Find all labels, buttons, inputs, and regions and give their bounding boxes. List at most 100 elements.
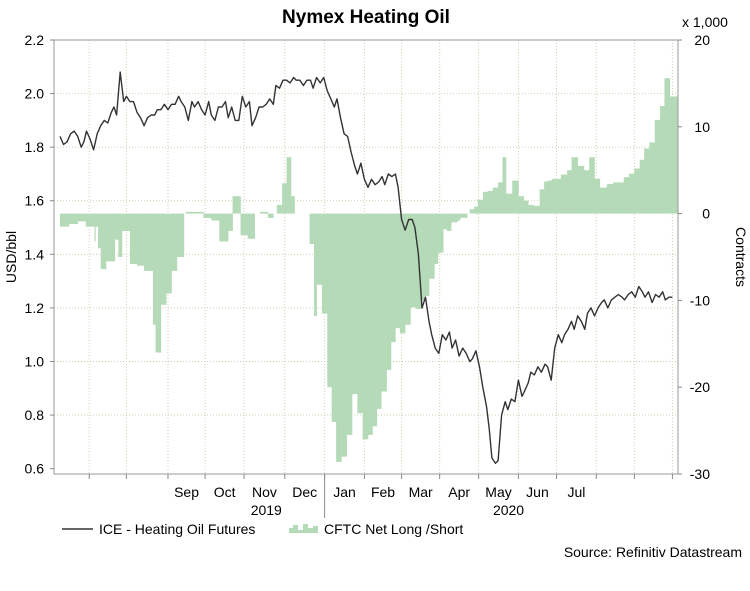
right-axis-label: Contracts xyxy=(733,227,749,287)
cftc-bar xyxy=(429,213,435,279)
month-label: Jun xyxy=(526,484,549,500)
left-tick-label: 2.0 xyxy=(25,86,45,102)
cftc-bar xyxy=(290,196,295,214)
cftc-bar xyxy=(557,178,562,214)
cftc-bar xyxy=(144,213,154,271)
chart-title: Nymex Heating Oil xyxy=(282,7,450,28)
left-tick-label: 1.0 xyxy=(25,353,45,369)
cftc-bar xyxy=(106,213,116,262)
left-tick-label: 1.6 xyxy=(25,193,45,209)
cftc-bar xyxy=(405,213,411,325)
cftc-bars xyxy=(60,78,679,462)
year-label: 2019 xyxy=(251,502,282,518)
month-label: Oct xyxy=(214,484,236,500)
cftc-bar xyxy=(211,213,220,221)
left-tick-label: 1.2 xyxy=(25,300,45,316)
grid-lines xyxy=(54,40,678,474)
cftc-bar xyxy=(443,213,448,230)
cftc-bar xyxy=(477,199,484,214)
cftc-bar xyxy=(567,170,572,214)
cftc-bar xyxy=(654,119,661,214)
cftc-bar xyxy=(434,213,439,264)
left-axis-label: USD/bbl xyxy=(3,231,19,283)
cftc-bar xyxy=(129,213,138,264)
cftc-bar xyxy=(533,205,540,214)
cftc-bar xyxy=(410,213,417,308)
cftc-bar xyxy=(77,213,86,222)
cftc-bar xyxy=(589,157,595,214)
right-multiplier-label: x 1,000 xyxy=(682,14,728,30)
cftc-bar xyxy=(386,213,392,370)
x-axis-ticks: Sep Oct Nov Dec Jan Feb Mar Apr May Jun Jul 2019 202… xyxy=(88,474,673,518)
cftc-bar xyxy=(523,200,529,214)
right-tick-label: -20 xyxy=(690,379,710,395)
cftc-bar xyxy=(136,213,145,266)
month-label: Jul xyxy=(567,484,585,500)
cftc-bar xyxy=(539,189,545,214)
cftc-bar xyxy=(362,213,369,440)
cftc-bar xyxy=(457,213,461,221)
left-tick-label: 1.8 xyxy=(25,139,45,155)
legend: ICE - Heating Oil Futures CFTC Net Long … xyxy=(62,521,463,537)
month-label: Dec xyxy=(292,484,317,500)
cftc-bar xyxy=(399,213,406,334)
cftc-bar xyxy=(267,213,274,218)
cftc-bar xyxy=(95,213,99,227)
month-label: Feb xyxy=(371,484,395,500)
cftc-bar xyxy=(352,213,358,395)
cftc-bar xyxy=(492,187,499,214)
cftc-bar xyxy=(346,213,353,435)
cftc-bar xyxy=(331,213,337,422)
month-label: Apr xyxy=(448,484,470,500)
cftc-bar xyxy=(483,191,488,214)
cftc-bar xyxy=(316,213,323,285)
cftc-bar xyxy=(506,193,513,214)
cftc-bar xyxy=(560,174,568,214)
cftc-bar xyxy=(487,191,494,214)
cftc-bar xyxy=(618,182,625,214)
cftc-bar xyxy=(552,178,558,214)
cftc-bar xyxy=(437,213,444,253)
cftc-bar xyxy=(421,213,425,301)
left-tick-label: 1.4 xyxy=(25,246,45,262)
cftc-bar xyxy=(528,204,534,214)
source-note: Source: Refinitiv Datastream xyxy=(564,544,742,560)
right-tick-label: 0 xyxy=(702,206,710,222)
cftc-bar xyxy=(424,213,430,297)
cftc-bar xyxy=(228,213,233,231)
cftc-bar xyxy=(512,180,519,214)
cftc-bar xyxy=(276,204,283,214)
cftc-bar xyxy=(85,213,95,227)
cftc-bar xyxy=(357,213,363,414)
cftc-bar xyxy=(100,213,107,270)
cftc-bar xyxy=(639,159,645,214)
cftc-bar xyxy=(185,211,204,214)
right-tick-label: -30 xyxy=(690,466,710,482)
cftc-bar xyxy=(166,213,172,294)
cftc-bar xyxy=(171,213,178,271)
cftc-bar xyxy=(121,213,131,231)
cftc-bar xyxy=(232,196,241,214)
month-label: Jan xyxy=(333,484,356,500)
cftc-bar xyxy=(240,213,248,236)
right-tick-label: 20 xyxy=(694,32,710,48)
cftc-bar xyxy=(577,165,585,214)
cftc-bar xyxy=(309,213,315,244)
cftc-bar xyxy=(152,213,156,325)
cftc-bar xyxy=(203,213,212,218)
cftc-bar xyxy=(118,213,123,257)
cftc-bar xyxy=(606,184,614,214)
left-axis-ticks: 0.6 0.8 1.0 1.2 1.4 1.6 1.8 2.0 2.2 xyxy=(25,32,54,477)
left-tick-label: 0.6 xyxy=(25,461,45,477)
left-tick-label: 2.2 xyxy=(25,32,45,48)
month-label: May xyxy=(485,484,511,500)
cftc-bar xyxy=(669,96,679,214)
plot-frame xyxy=(53,39,679,475)
cftc-bar xyxy=(498,182,503,214)
cftc-bar xyxy=(376,213,382,409)
cftc-bar xyxy=(341,213,348,457)
cftc-bar xyxy=(649,142,656,214)
cftc-bar xyxy=(460,213,468,218)
cftc-bar xyxy=(571,157,579,214)
cftc-bar xyxy=(446,213,452,231)
